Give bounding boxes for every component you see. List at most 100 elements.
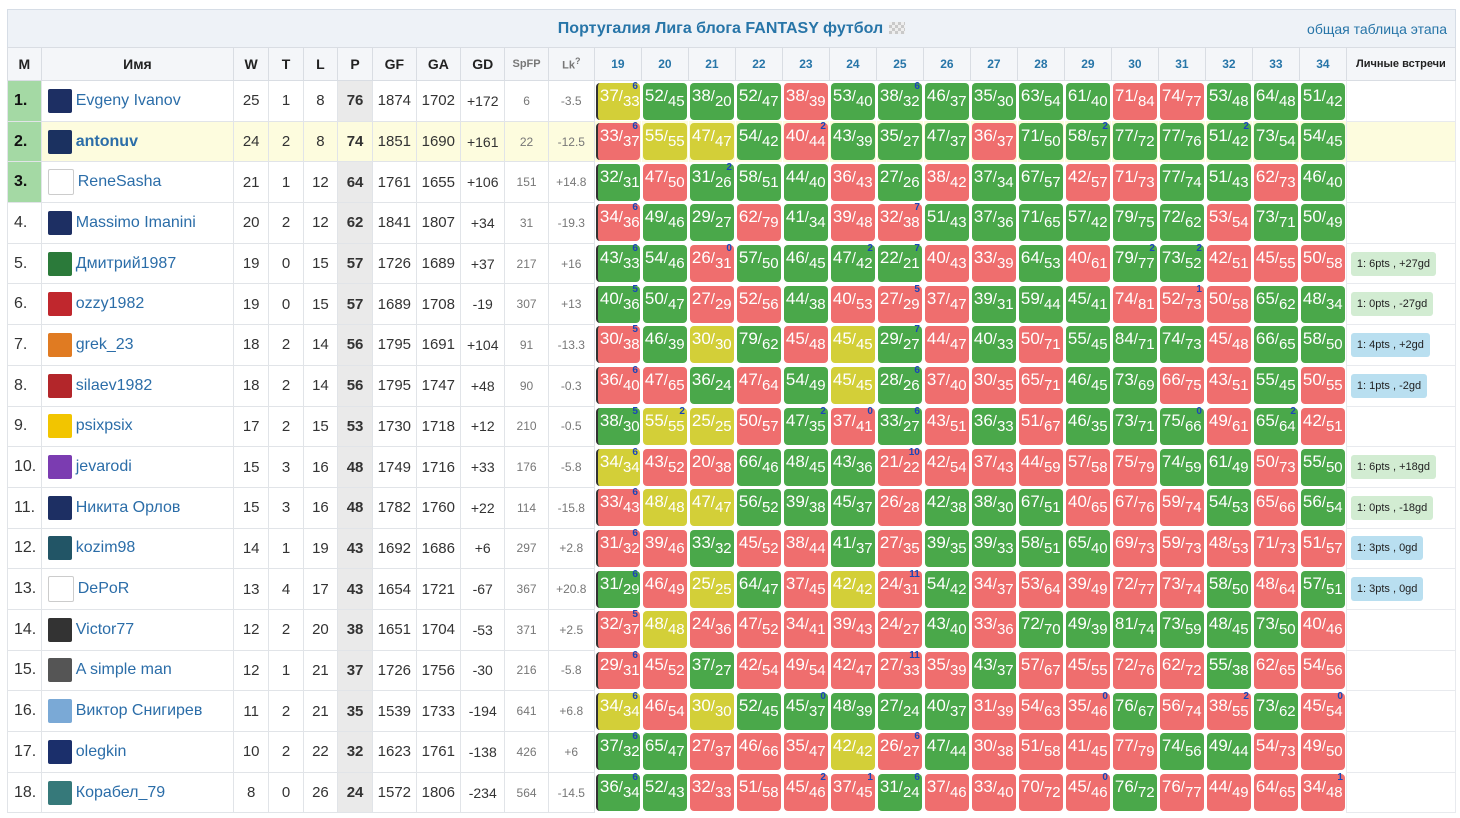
fixture-score-badge[interactable]: 66/46 [736, 448, 781, 486]
fixture-score-badge[interactable]: 73/69 [1112, 367, 1157, 405]
fixture-score-badge[interactable]: 37/40 [924, 367, 969, 405]
fixture-score-badge[interactable]: 30/35 [971, 367, 1016, 405]
fixture-cell[interactable]: 71/73 [1251, 528, 1300, 569]
fixture-score-badge[interactable]: 48/48 [642, 489, 687, 527]
fixture-score-badge[interactable]: 45/46 0 [1065, 772, 1110, 812]
fixture-score-badge[interactable]: 45/55 [1065, 651, 1110, 689]
player-name-link[interactable]: Дмитрий1987 [75, 254, 177, 272]
fixture-cell[interactable]: 38/55 2 [1204, 690, 1253, 732]
fixture-score-badge[interactable]: 66/65 [1253, 326, 1298, 364]
fixture-score-badge[interactable]: 43/51 [1206, 367, 1251, 405]
fixture-cell[interactable]: 45/55 [1251, 243, 1300, 284]
fixture-score-badge[interactable]: 45/37 0 [783, 691, 828, 730]
fixture-score-badge[interactable]: 65/47 [642, 733, 687, 771]
fixture-cell[interactable]: 73/62 [1251, 690, 1300, 732]
fixture-cell[interactable]: 35/39 [922, 650, 971, 691]
fixture-cell[interactable]: 67/51 [1016, 487, 1065, 529]
fixture-score-badge[interactable]: 38/30 5 [595, 406, 640, 445]
fixture-score-badge[interactable]: 57/50 [736, 245, 781, 283]
fixture-score-badge[interactable]: 51/58 [736, 774, 781, 812]
fixture-cell[interactable]: 30/38 5 [593, 324, 642, 366]
fixture-score-badge[interactable]: 55/55 [642, 123, 687, 161]
fixture-cell[interactable]: 58/57 2 [1063, 121, 1112, 162]
fixture-score-badge[interactable]: 33/27 6 [877, 406, 922, 445]
fixture-score-badge[interactable]: 45/52 [736, 529, 781, 567]
fixture-score-badge[interactable]: 30/30 [689, 692, 734, 730]
fixture-cell[interactable]: 37/43 [969, 446, 1018, 488]
fixture-cell[interactable]: 55/50 [1298, 446, 1347, 488]
fixture-score-badge[interactable]: 58/51 [1018, 529, 1063, 567]
fixture-cell[interactable]: 37/33 6 [593, 80, 642, 122]
fixture-score-badge[interactable]: 54/42 [736, 123, 781, 161]
fixture-score-badge[interactable]: 31/26 2 [689, 162, 734, 201]
fixture-score-badge[interactable]: 73/62 [1253, 692, 1298, 730]
fixture-score-badge[interactable]: 53/64 [1018, 570, 1063, 608]
fixture-cell[interactable]: 44/38 [781, 283, 830, 325]
fixture-cell[interactable]: 47/37 [922, 121, 971, 162]
fixture-cell[interactable]: 48/34 [1298, 283, 1347, 325]
fixture-cell[interactable]: 67/57 [1016, 161, 1065, 203]
fixture-cell[interactable]: 58/50 [1204, 568, 1253, 610]
col-header-w[interactable]: W [233, 47, 270, 81]
fixture-cell[interactable]: 43/51 [922, 406, 971, 447]
fixture-score-badge[interactable]: 56/74 [1159, 692, 1204, 730]
fixture-cell[interactable]: 43/51 [1204, 365, 1253, 406]
fixture-score-badge[interactable]: 65/40 [1065, 529, 1110, 567]
fixture-score-badge[interactable]: 35/39 [924, 651, 969, 689]
fixture-score-badge[interactable]: 27/26 [877, 163, 922, 201]
fixture-score-badge[interactable]: 47/37 [924, 123, 969, 161]
col-header-round[interactable]: 19 [593, 47, 642, 81]
col-header-t[interactable]: T [268, 47, 304, 81]
fixture-score-badge[interactable]: 73/52 2 [1159, 243, 1204, 283]
fixture-score-badge[interactable]: 45/55 [1253, 245, 1298, 283]
fixture-score-badge[interactable]: 46/45 [783, 245, 828, 283]
fixture-cell[interactable]: 24/31 11 [875, 568, 924, 610]
fixture-cell[interactable]: 29/27 7 [875, 324, 924, 366]
fixture-cell[interactable]: 37/41 0 [828, 406, 877, 447]
player-name-link[interactable]: silaev1982 [75, 376, 153, 394]
fixture-score-badge[interactable]: 59/44 [1018, 285, 1063, 323]
fixture-cell[interactable]: 53/40 [828, 80, 877, 122]
fixture-score-badge[interactable]: 72/62 [1159, 204, 1204, 242]
col-header-round[interactable]: 26 [922, 47, 971, 81]
fixture-cell[interactable]: 47/47 [687, 487, 736, 529]
fixture-score-badge[interactable]: 38/32 6 [877, 81, 922, 120]
fixture-score-badge[interactable]: 37/41 0 [830, 406, 875, 445]
fixture-score-badge[interactable]: 36/37 [971, 123, 1016, 161]
fixture-score-badge[interactable]: 53/54 [1206, 204, 1251, 242]
fixture-cell[interactable]: 74/56 [1157, 731, 1206, 773]
fixture-score-badge[interactable]: 50/58 [1206, 285, 1251, 323]
fixture-score-badge[interactable]: 43/37 [971, 651, 1016, 689]
player-name-link[interactable]: olegkin [75, 742, 127, 760]
fixture-cell[interactable]: 46/40 [1298, 161, 1347, 203]
fixture-score-badge[interactable]: 49/61 [1206, 407, 1251, 445]
fixture-cell[interactable]: 25/25 [687, 568, 736, 610]
fixture-cell[interactable]: 42/51 [1204, 243, 1253, 284]
fixture-cell[interactable]: 57/50 [734, 243, 783, 284]
fixture-cell[interactable]: 30/35 [969, 365, 1018, 406]
fixture-cell[interactable]: 57/67 [1016, 650, 1065, 691]
fixture-cell[interactable]: 46/39 [640, 324, 689, 366]
player-name-link[interactable]: Evgeny Ivanov [75, 91, 181, 109]
col-header-lk[interactable]: Lk? [547, 47, 595, 81]
fixture-cell[interactable]: 76/67 [1110, 690, 1159, 732]
fixture-score-badge[interactable]: 33/36 [971, 611, 1016, 649]
fixture-cell[interactable]: 24/27 [875, 609, 924, 651]
fixture-score-badge[interactable]: 52/43 [642, 774, 687, 812]
fixture-score-badge[interactable]: 52/56 [736, 285, 781, 323]
fixture-score-badge[interactable]: 53/48 [1206, 82, 1251, 120]
fixture-cell[interactable]: 54/56 [1298, 650, 1347, 691]
fixture-cell[interactable]: 55/55 [640, 121, 689, 162]
fixture-score-badge[interactable]: 33/39 [971, 245, 1016, 283]
fixture-score-badge[interactable]: 34/41 [783, 611, 828, 649]
player-name-link[interactable]: Никита Орлов [75, 498, 181, 516]
fixture-score-badge[interactable]: 59/74 [1159, 489, 1204, 527]
fixture-cell[interactable]: 50/71 [1016, 324, 1065, 366]
fixture-cell[interactable]: 54/63 [1016, 690, 1065, 732]
fixture-score-badge[interactable]: 45/52 [642, 651, 687, 689]
fixture-cell[interactable]: 39/31 [969, 283, 1018, 325]
fixture-score-badge[interactable]: 32/33 [689, 774, 734, 812]
fixture-cell[interactable]: 27/35 [875, 528, 924, 569]
fixture-cell[interactable]: 54/49 [781, 365, 830, 406]
fixture-cell[interactable]: 79/62 [734, 324, 783, 366]
